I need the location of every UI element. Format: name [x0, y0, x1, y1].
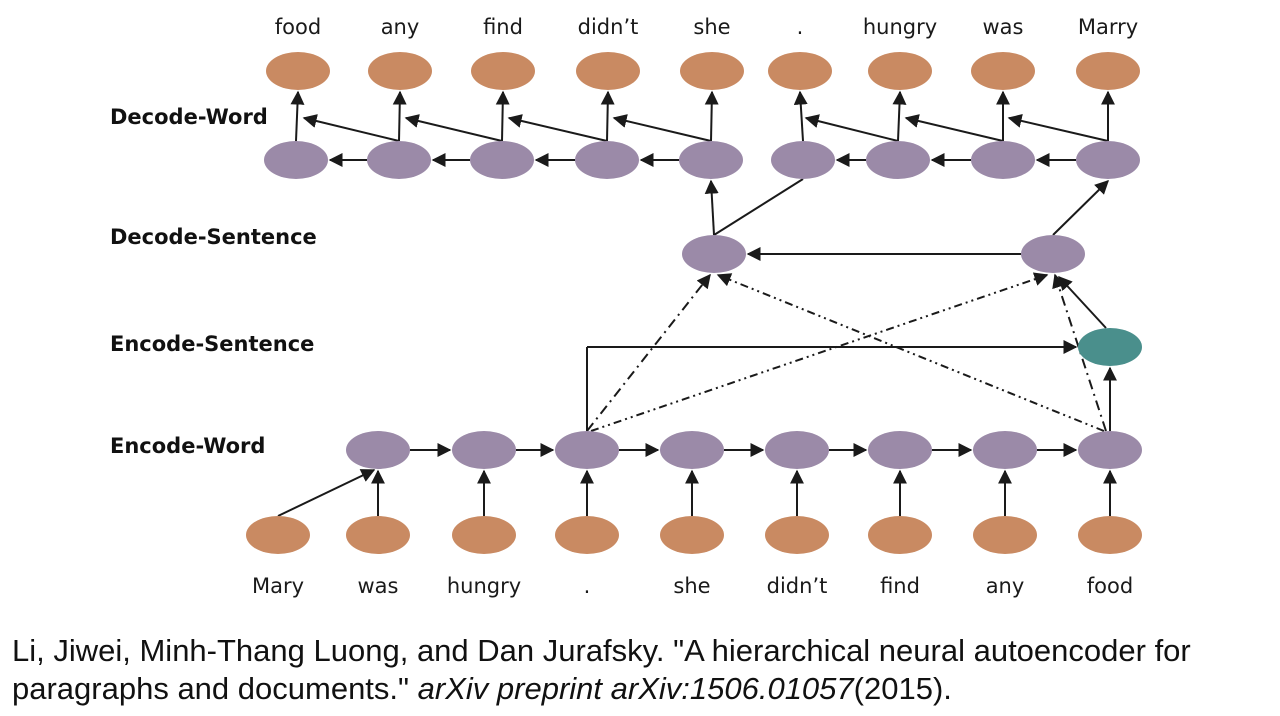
input-word-node [346, 516, 410, 554]
bottom-word-label: she [673, 574, 710, 598]
autoencoder-diagram: Decode-Word Decode-Sentence Encode-Sente… [110, 15, 1142, 598]
decode-feedback-arrow [804, 114, 899, 142]
top-word-label: didn’t [578, 15, 639, 39]
input-word-node [765, 516, 829, 554]
decode-hidden-node [679, 141, 743, 179]
top-word-label: hungry [863, 15, 937, 39]
decode-hidden-node [470, 141, 534, 179]
sentence-to-word-arrow [704, 179, 719, 236]
sentence-to-word-arrow [1052, 180, 1109, 236]
bottom-word-label: food [1087, 574, 1133, 598]
citation-year: (2015). [853, 671, 952, 706]
citation: Li, Jiwei, Minh-Thang Luong, and Dan Jur… [12, 632, 1272, 708]
bottom-word-label: Mary [252, 574, 304, 598]
decode-hidden-node [866, 141, 930, 179]
decode-hidden-node [771, 141, 835, 179]
encode-input-arrow [277, 469, 376, 517]
input-word-node [660, 516, 724, 554]
decode-output-arrow [392, 90, 407, 142]
decode-output-word-node [368, 52, 432, 90]
top-word-label: any [381, 15, 420, 39]
decode-output-arrow [290, 90, 305, 142]
citation-venue: arXiv preprint arXiv:1506.01057 [417, 671, 854, 706]
encode-hidden-node [765, 431, 829, 469]
top-word-label: . [797, 15, 804, 39]
decode-feedback-arrow [507, 114, 608, 142]
decode-output-word-node [471, 52, 535, 90]
top-word-label: find [483, 15, 523, 39]
citation-authors-title: Li, Jiwei, Minh-Thang Luong, and Dan Jur… [12, 633, 1191, 706]
encode-to-decode-arrow [1058, 275, 1107, 329]
decode-feedback-arrow [904, 114, 1004, 142]
top-word-label: food [275, 15, 321, 39]
encode-hidden-node [660, 431, 724, 469]
bottom-word-label: didn’t [767, 574, 828, 598]
sentence-link [713, 178, 804, 236]
decode-hidden-node [971, 141, 1035, 179]
decode-feedback-arrow [1007, 114, 1109, 142]
decode-sentence-node [1021, 235, 1085, 273]
encode-hidden-node [555, 431, 619, 469]
row-label-decode-word: Decode-Word [110, 105, 268, 129]
encode-hidden-node [973, 431, 1037, 469]
attention-arrow [586, 273, 711, 432]
top-word-label: she [693, 15, 730, 39]
decode-feedback-arrow [404, 114, 503, 142]
row-label-encode-word: Encode-Word [110, 434, 265, 458]
input-word-node [452, 516, 516, 554]
decode-output-word-node [1076, 52, 1140, 90]
row-label-decode-sentence: Decode-Sentence [110, 225, 317, 249]
top-word-label: was [983, 15, 1024, 39]
decode-output-word-node [971, 52, 1035, 90]
attention-arrow [590, 272, 1049, 432]
decode-output-word-node [768, 52, 832, 90]
edges-layer [277, 90, 1117, 517]
encode-hidden-node [346, 431, 410, 469]
decode-output-arrow [600, 90, 615, 142]
decode-output-word-node [680, 52, 744, 90]
decode-sentence-node [682, 235, 746, 273]
labels-layer: Decode-Word Decode-Sentence Encode-Sente… [110, 15, 1138, 598]
input-word-node [973, 516, 1037, 554]
row-label-encode-sentence: Encode-Sentence [110, 332, 314, 356]
decode-output-word-node [868, 52, 932, 90]
bottom-word-label: . [584, 574, 591, 598]
bottom-word-label: hungry [447, 574, 521, 598]
bottom-word-label: was [358, 574, 399, 598]
nodes-layer [246, 52, 1142, 554]
decode-output-arrow [892, 90, 907, 142]
attention-arrow [716, 273, 1105, 432]
input-word-node [555, 516, 619, 554]
decode-hidden-node [264, 141, 328, 179]
decode-output-arrow [704, 90, 719, 142]
encode-sentence-node [1078, 328, 1142, 366]
encode-hidden-node [452, 431, 516, 469]
decode-hidden-node [575, 141, 639, 179]
bottom-word-label: find [880, 574, 920, 598]
decode-output-arrow [495, 90, 510, 142]
bottom-word-label: any [986, 574, 1025, 598]
input-word-node [1078, 516, 1142, 554]
decode-hidden-node [1076, 141, 1140, 179]
decode-hidden-node [367, 141, 431, 179]
input-word-node [868, 516, 932, 554]
decode-output-arrow [793, 90, 808, 142]
input-word-node [246, 516, 310, 554]
decode-output-word-node [266, 52, 330, 90]
decode-feedback-arrow [612, 114, 712, 142]
encode-hidden-node [868, 431, 932, 469]
top-word-label: Marry [1078, 15, 1138, 39]
decode-output-word-node [576, 52, 640, 90]
encode-hidden-node [1078, 431, 1142, 469]
decode-feedback-arrow [302, 114, 400, 142]
